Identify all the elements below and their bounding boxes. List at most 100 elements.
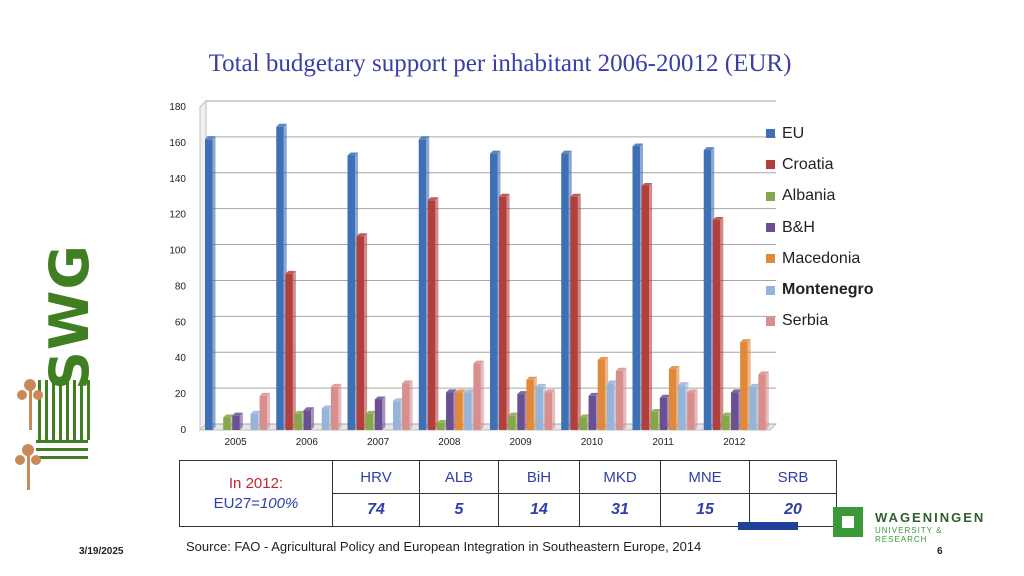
bar-croatia-2012	[712, 220, 721, 430]
bar-albania-2006	[294, 413, 302, 430]
bar-top	[205, 136, 216, 140]
legend-item-macedonia: Macedonia	[766, 243, 874, 274]
bar-top	[499, 193, 510, 197]
bar-eu-2009	[490, 153, 498, 430]
bar-montenegro-2012	[749, 386, 757, 430]
bar-top	[570, 193, 581, 197]
bar-top	[632, 143, 643, 147]
bar-eu-2012	[703, 150, 712, 431]
bar-top	[365, 410, 377, 414]
bar-macedonia-2008	[455, 392, 463, 430]
legend-label: EU	[782, 124, 805, 142]
x-tick-label: 2010	[581, 437, 604, 448]
value-mkd: 31	[579, 493, 661, 527]
chart-title: Total budgetary support per inhabitant 2…	[208, 50, 792, 77]
bar-top	[606, 380, 618, 384]
bar-top	[330, 383, 342, 387]
bar-bh-2009	[517, 394, 525, 430]
bar-macedonia-2010	[597, 360, 606, 430]
bar-top	[687, 389, 698, 393]
bar-top	[464, 389, 475, 393]
bar-side	[239, 412, 243, 430]
bar-top	[393, 398, 404, 402]
bar-side	[267, 392, 271, 430]
bar-macedonia-2009	[526, 379, 534, 430]
bar-top	[303, 407, 315, 411]
x-tick-label: 2008	[438, 437, 461, 448]
bar-top	[427, 197, 439, 201]
x-tick-label: 2012	[723, 437, 746, 448]
bar-macedonia-2012	[740, 342, 748, 430]
legend-item-serbia: Serbia	[766, 306, 874, 337]
bar-side	[506, 193, 510, 430]
bar-top	[250, 410, 261, 414]
bar-side	[552, 389, 556, 430]
bar-serbia-2009	[544, 392, 553, 430]
bar-top	[276, 123, 287, 127]
slide-date: 3/19/2025	[79, 546, 124, 557]
bar-top	[712, 217, 724, 221]
bar-side	[382, 396, 386, 430]
bar-top	[731, 389, 742, 393]
bar-eu-2010	[561, 153, 569, 430]
value-hrv: 74	[332, 493, 420, 527]
bar-serbia-2006	[330, 386, 339, 430]
wageningen-emblem-icon	[833, 507, 863, 537]
bar-serbia-2007	[402, 383, 410, 430]
bar-albania-2011	[650, 412, 659, 430]
year-label: In 2012:	[228, 474, 284, 492]
header-alb: ALB	[419, 460, 499, 494]
header-srb: SRB	[749, 460, 837, 494]
eu-reference: EU27=100%	[181, 494, 331, 514]
legend-label: Montenegro	[782, 281, 874, 299]
bar-top	[508, 412, 519, 416]
bar-top	[740, 339, 751, 343]
wageningen-logo: WAGENINGEN UNIVERSITY & RESEARCH	[833, 507, 993, 544]
bar-top	[535, 383, 546, 387]
bar-bh-2006	[303, 410, 312, 430]
bar-eu-2011	[632, 146, 640, 430]
bar-montenegro-2011	[678, 385, 686, 430]
bar-top	[641, 182, 653, 186]
value-srb: 20	[749, 493, 837, 527]
bar-top	[402, 380, 413, 384]
bar-top	[517, 391, 528, 395]
bar-eu-2008	[418, 139, 427, 431]
value-mne: 15	[660, 493, 750, 527]
bar-top	[436, 419, 448, 423]
bar-side	[212, 136, 216, 431]
legend-swatch	[766, 285, 775, 295]
bar-top	[374, 396, 386, 400]
bar-side	[649, 182, 653, 430]
legend-swatch	[766, 191, 775, 201]
bar-top	[526, 376, 537, 380]
bar-top	[232, 412, 243, 416]
y-tick-label: 0	[180, 425, 186, 436]
bar-side	[364, 233, 368, 430]
bar-montenegro-2010	[606, 383, 615, 430]
bar-top	[223, 414, 234, 418]
bar-bh-2007	[374, 399, 383, 430]
bar-montenegro-2007	[393, 401, 401, 430]
bar-eu-2007	[347, 155, 355, 430]
bar-top	[321, 405, 333, 409]
wageningen-subtitle: UNIVERSITY & RESEARCH	[875, 526, 943, 544]
bar-bh-2008	[446, 392, 454, 430]
bar-top	[446, 389, 457, 393]
chart-legend: EU Croatia Albania B&H Macedonia Montenegro Se…	[766, 118, 874, 337]
eu-label: EU27=	[213, 494, 260, 512]
x-tick-label: 2005	[225, 437, 248, 448]
bar-bh-2010	[588, 395, 597, 430]
bar-albania-2007	[365, 413, 374, 430]
legend-label: Albania	[782, 187, 836, 205]
bar-top	[259, 392, 271, 396]
legend-item-croatia: Croatia	[766, 149, 874, 180]
legend-label: B&H	[782, 218, 815, 236]
bar-montenegro-2009	[535, 386, 543, 430]
legend-swatch	[766, 160, 775, 170]
bar-side	[409, 380, 413, 430]
bar-top	[749, 383, 760, 387]
bar-albania-2008	[436, 422, 445, 430]
bar-side	[480, 360, 484, 430]
bar-top	[347, 152, 358, 156]
